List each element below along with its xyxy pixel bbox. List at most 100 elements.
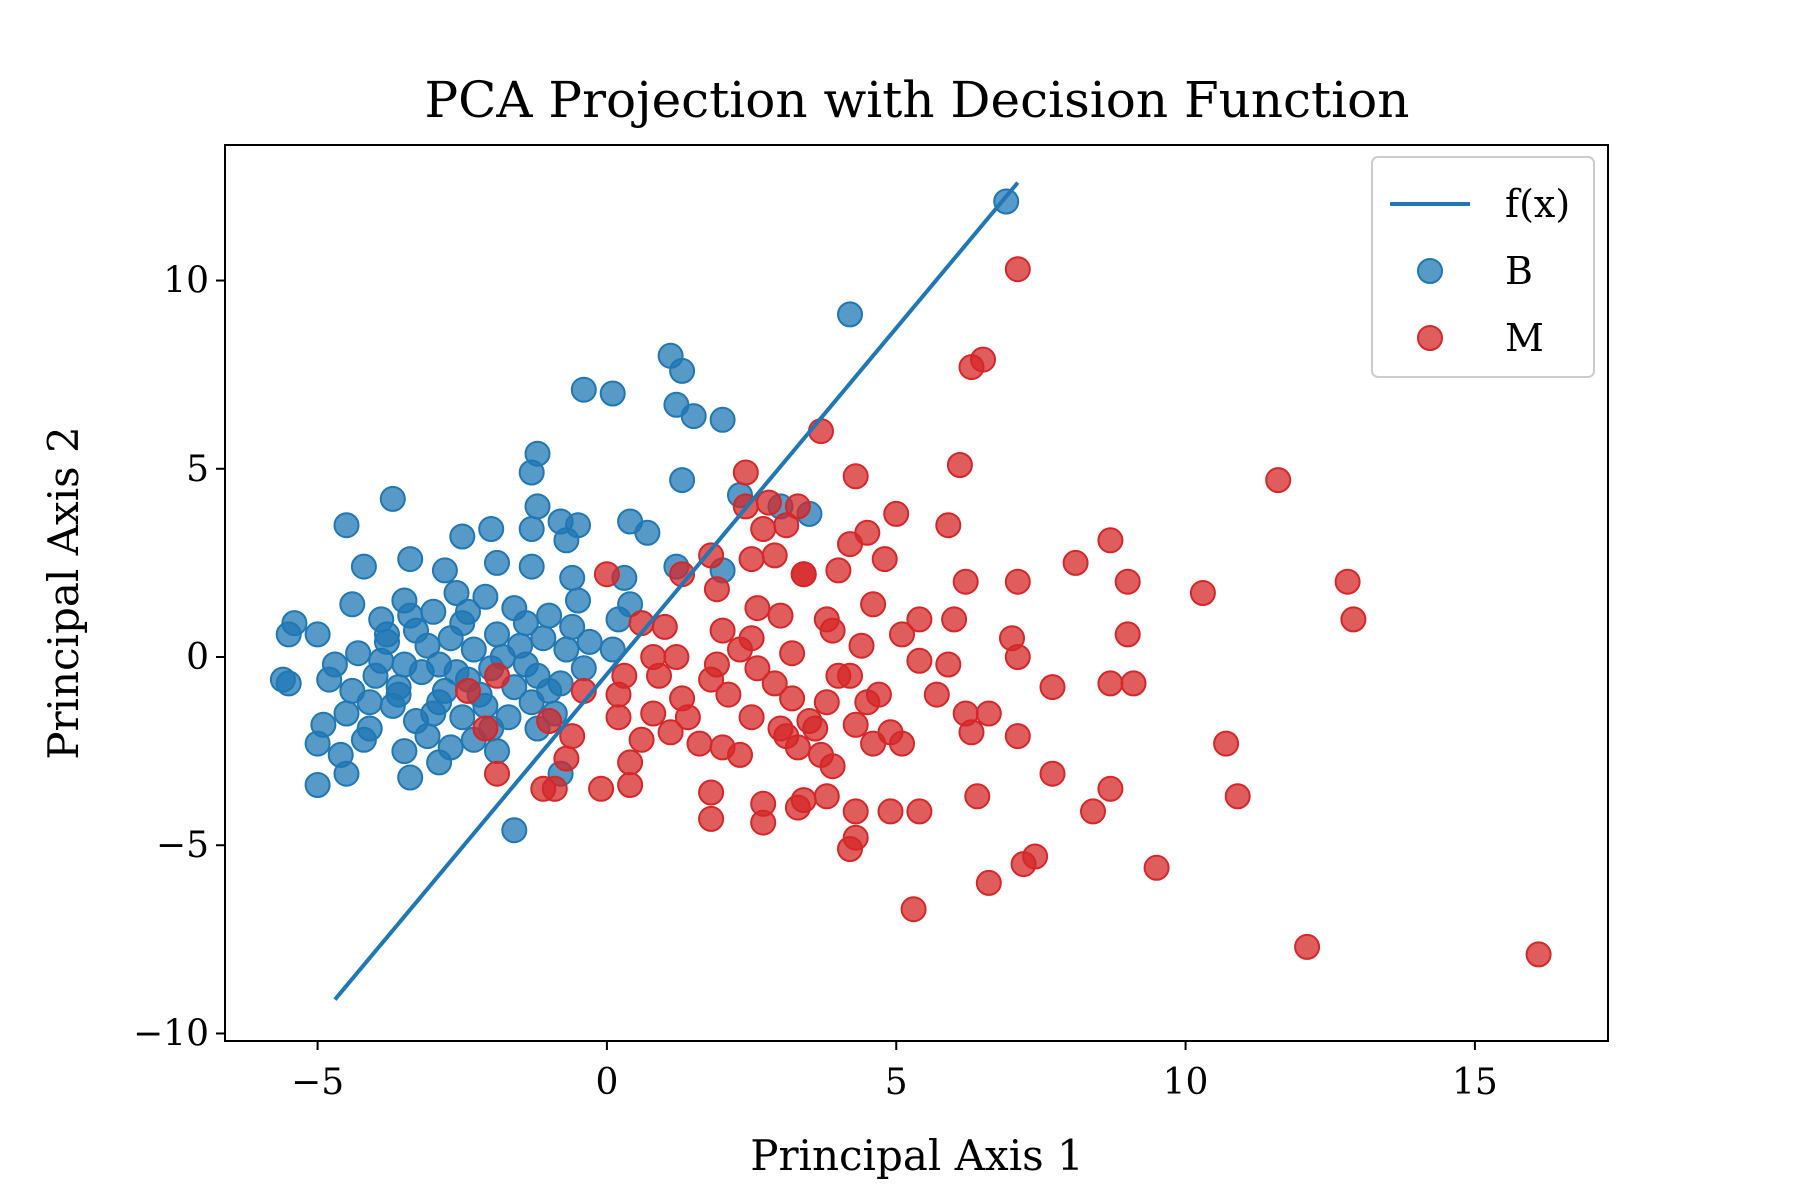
point-m-10 [784,493,811,520]
point-b-55 [460,636,487,663]
point-b-50 [345,640,372,667]
point-m-14 [935,512,962,539]
point-m-118 [1080,798,1106,825]
point-b-34 [559,564,586,591]
point-m-103 [617,749,644,776]
point-m-91 [628,726,655,753]
plot-frame [224,144,1609,1042]
legend-label-line: f(x) [1505,182,1570,226]
point-m-108 [964,783,991,810]
point-m-33 [790,561,817,588]
point-m-40 [1340,606,1367,633]
x-tick-label: 15 [1452,1062,1498,1103]
point-m-52 [779,640,806,667]
point-m-121 [1143,854,1170,881]
point-m-133 [553,745,580,772]
point-b-113 [455,598,481,625]
point-b-111 [443,659,470,686]
point-m-112 [698,805,725,832]
point-b-14 [524,493,551,520]
point-m-104 [698,779,725,806]
point-m-69 [605,681,632,708]
point-m-56 [1004,644,1031,670]
point-m-82 [674,704,701,731]
point-m-18 [761,542,788,569]
line-layer [333,181,1020,1001]
point-b-24 [478,516,505,542]
point-m-86 [842,711,869,738]
point-b-5 [599,380,626,407]
point-b-41 [420,598,447,625]
point-m-99 [484,760,510,787]
point-m-71 [715,681,742,708]
point-b-37 [275,621,302,648]
point-m-123 [842,824,869,851]
points-layer [269,188,1552,968]
point-m-101 [588,775,615,802]
point-b-114 [512,610,539,637]
point-m-79 [472,715,499,742]
point-m-2 [970,346,996,373]
point-m-12 [773,512,800,539]
point-m-41 [709,617,736,644]
point-m-49 [663,644,690,670]
point-b-64 [316,666,343,693]
point-b-95 [304,772,331,798]
plot-area [224,144,1609,1042]
point-b-45 [536,602,563,629]
x-tick-label: 5 [885,1062,908,1103]
point-b-96 [333,760,360,787]
point-m-51 [744,655,771,682]
point-m-43 [889,621,915,648]
point-m-59 [646,662,672,689]
point-m-11 [750,516,777,542]
point-m-54 [906,647,933,674]
point-b-42 [443,580,470,606]
y-axis-label: Principal Axis 2 [39,426,88,760]
point-m-60 [698,666,725,693]
point-m-132 [657,719,684,746]
point-m-89 [1004,723,1031,750]
point-b-101 [368,647,395,674]
point-b-28 [431,557,458,584]
point-b-75 [570,655,597,682]
point-b-29 [484,549,510,576]
point-m-35 [860,591,887,618]
y-tick-label: −5 [156,825,209,866]
point-b-97 [397,764,424,791]
point-m-81 [640,700,667,727]
point-m-26 [1114,568,1141,595]
point-b-20 [518,516,545,542]
decision-function-line [333,181,1020,1001]
point-m-4 [732,459,759,486]
point-m-116 [877,798,904,825]
point-m-5 [842,463,869,490]
point-m-107 [813,783,840,810]
point-m-110 [1097,775,1124,802]
point-b-89 [350,726,377,753]
point-m-131 [709,734,736,761]
legend-frame [1371,156,1595,378]
y-axis-ticks: −10 −5 0 5 10 [133,261,225,1054]
point-b-110 [420,700,447,727]
point-m-72 [779,685,806,712]
point-m-129 [773,723,800,750]
point-m-97 [889,730,915,757]
point-b-60 [576,628,603,655]
point-m-128 [802,715,829,742]
point-m-124 [975,869,1002,896]
point-b-4 [570,376,597,403]
point-m-80 [605,704,632,731]
point-m-24 [952,568,979,595]
point-m-20 [698,542,725,569]
point-b-56 [484,621,510,648]
point-b-23 [449,523,476,550]
point-b-8 [709,406,736,433]
point-m-96 [860,730,887,757]
point-m-114 [784,794,811,821]
point-m-117 [906,798,933,825]
point-m-65 [1120,670,1147,697]
point-m-6 [946,452,973,478]
point-m-55 [935,651,962,678]
point-b-90 [391,738,418,765]
